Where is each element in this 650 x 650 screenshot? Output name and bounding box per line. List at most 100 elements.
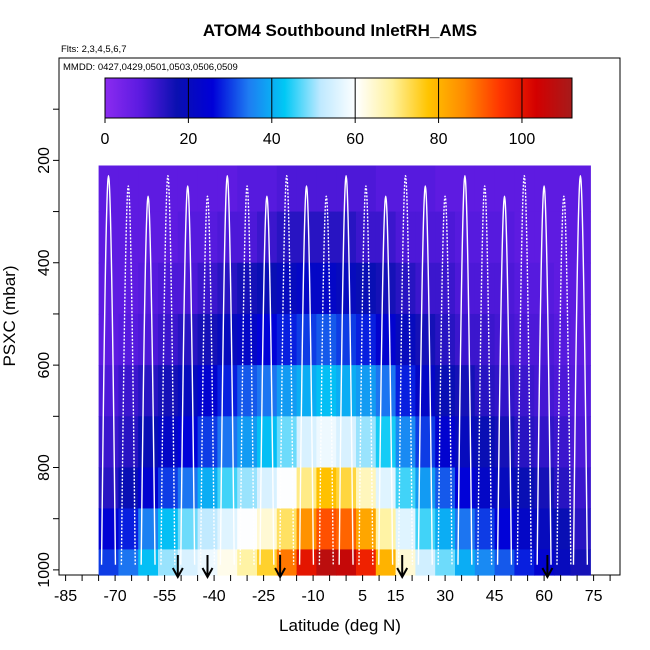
heatmap-cell	[395, 416, 416, 469]
heatmap-cell	[138, 365, 159, 417]
heatmap-cell	[435, 416, 456, 469]
heatmap-layer	[98, 165, 591, 576]
heatmap-cell	[197, 313, 218, 366]
heatmap-cell	[197, 211, 218, 264]
heatmap-cell	[336, 165, 357, 213]
y-tick-label: 1000	[36, 552, 53, 588]
heatmap-cell	[395, 549, 416, 576]
heatmap-cell	[296, 508, 317, 551]
heatmap-cell	[415, 508, 436, 551]
heatmap-cell	[415, 262, 436, 315]
heatmap-cell	[98, 416, 119, 469]
heatmap-cell	[138, 549, 159, 576]
heatmap-cell	[534, 211, 555, 264]
heatmap-cell	[375, 508, 397, 551]
heatmap-cell	[455, 211, 476, 264]
heatmap-cell	[237, 313, 258, 366]
x-tick-label: 30	[436, 588, 454, 605]
heatmap-cell	[474, 262, 496, 315]
heatmap-cell	[455, 416, 476, 469]
heatmap-cell	[177, 508, 199, 551]
heatmap-cell	[435, 313, 456, 366]
heatmap-cell	[415, 313, 436, 366]
heatmap-cell	[98, 165, 119, 213]
heatmap-cell	[336, 262, 357, 315]
heatmap-cell	[98, 549, 119, 576]
x-tick-label: -25	[252, 588, 275, 605]
x-tick-label: 5	[358, 588, 367, 605]
heatmap-cell	[118, 508, 139, 551]
profile-line	[259, 195, 275, 565]
heatmap-cell	[316, 313, 337, 366]
heatmap-cell	[177, 262, 199, 315]
heatmap-cell	[534, 508, 555, 551]
heatmap-cell	[494, 165, 515, 213]
heatmap-cell	[534, 262, 555, 315]
heatmap-cell	[276, 365, 298, 417]
heatmap-cell	[395, 211, 416, 264]
heatmap-cell	[197, 165, 218, 213]
heatmap-cell	[455, 165, 476, 213]
heatmap-cell	[474, 365, 496, 417]
heatmap-cell	[455, 313, 476, 366]
heatmap-cell	[237, 365, 258, 417]
heatmap-cell	[356, 467, 377, 510]
heatmap-cell	[534, 549, 555, 576]
heatmap-cell	[177, 365, 199, 417]
heatmap-cell	[554, 211, 575, 264]
heatmap-cell	[435, 211, 456, 264]
heatmap-cell	[375, 313, 397, 366]
flight-arrow	[171, 555, 184, 580]
colorbar-tick-label: 20	[179, 131, 197, 148]
heatmap-cell	[237, 262, 258, 315]
heatmap-cell	[514, 313, 535, 366]
colorbar-tick-label: 80	[430, 131, 448, 148]
profile-lines	[100, 175, 589, 565]
heatmap-cell	[336, 365, 357, 417]
heatmap-cell	[118, 262, 139, 315]
heatmap-cell	[316, 165, 337, 213]
heatmap-cell	[98, 211, 119, 264]
heatmap-cell	[197, 262, 218, 315]
heatmap-cell	[514, 416, 535, 469]
colorbar-ticks: 0 20 40 60 80 100	[101, 78, 535, 148]
heatmap-cell	[415, 165, 436, 213]
heatmap-cell	[257, 262, 278, 315]
heatmap-cell	[257, 549, 278, 576]
profile-line	[516, 175, 532, 565]
heatmap-cell	[177, 416, 199, 469]
heatmap-cell	[316, 416, 337, 469]
heatmap-cell	[296, 365, 317, 417]
heatmap-cell	[435, 365, 456, 417]
heatmap-cell	[514, 467, 535, 510]
heatmap-cell	[534, 416, 555, 469]
heatmap-cell	[356, 262, 377, 315]
heatmap-cell	[158, 508, 179, 551]
heatmap-cell	[257, 416, 278, 469]
heatmap-cell	[494, 365, 515, 417]
heatmap-cell	[237, 416, 258, 469]
profile-line	[437, 195, 453, 565]
heatmap-cell	[435, 467, 456, 510]
heatmap-cell	[98, 313, 119, 366]
heatmap-cell	[415, 416, 436, 469]
heatmap-cell	[570, 211, 591, 264]
profile-line	[279, 175, 295, 565]
y-tick-label: 800	[36, 454, 53, 481]
heatmap-cell	[296, 549, 317, 576]
heatmap-cell	[474, 467, 496, 510]
heatmap-cell	[138, 313, 159, 366]
heatmap-cell	[217, 549, 238, 576]
heatmap-cell	[217, 508, 238, 551]
heatmap-cell	[554, 262, 575, 315]
profile-line	[239, 185, 255, 565]
heatmap-cell	[494, 549, 515, 576]
heatmap-cell	[316, 467, 337, 510]
heatmap-cell	[237, 467, 258, 510]
heatmap-cell	[554, 508, 575, 551]
heatmap-cell	[217, 211, 238, 264]
heatmap-cell	[395, 165, 416, 213]
heatmap-cell	[375, 549, 397, 576]
profile-line	[120, 185, 136, 565]
